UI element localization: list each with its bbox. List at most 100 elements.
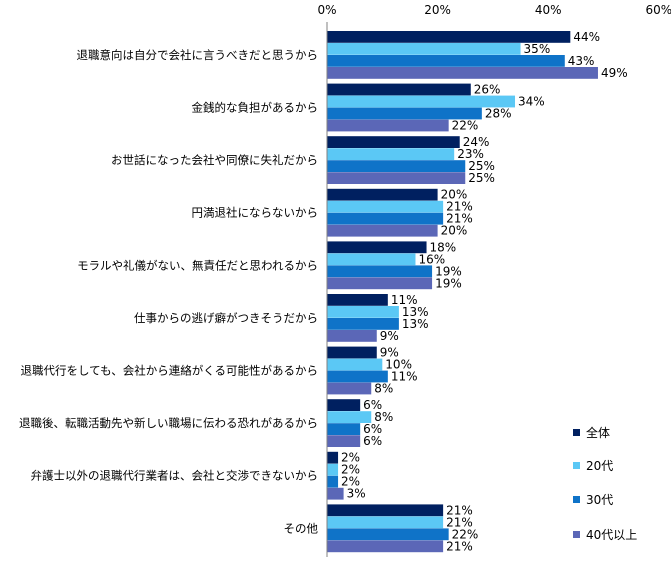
category-label: 退職後、転職活動先や新しい職場に伝わる恐れがあるから bbox=[19, 416, 318, 430]
x-axis-ticks: 0% 20% 40% 60% bbox=[317, 3, 671, 17]
x-tick-label: 40% bbox=[535, 3, 562, 17]
bar bbox=[327, 528, 449, 541]
category-label: その他 bbox=[284, 521, 319, 535]
bar bbox=[327, 358, 383, 371]
bar bbox=[327, 382, 372, 395]
category-label: 退職代行をしても、会社から連絡がくる可能性があるから bbox=[20, 364, 318, 378]
data-label: 21% bbox=[446, 212, 473, 226]
data-label: 9% bbox=[380, 346, 399, 360]
bar bbox=[327, 504, 444, 517]
legend-label: 20代 bbox=[586, 459, 613, 473]
bar bbox=[327, 370, 388, 383]
bar bbox=[327, 540, 444, 553]
bar bbox=[327, 265, 433, 278]
bar bbox=[327, 200, 444, 213]
data-label: 11% bbox=[391, 293, 418, 307]
bar bbox=[327, 411, 372, 423]
legend-label: 全体 bbox=[586, 425, 610, 440]
data-label: 8% bbox=[374, 382, 393, 396]
data-label: 16% bbox=[418, 252, 445, 266]
bar bbox=[327, 451, 339, 464]
x-tick-label: 20% bbox=[424, 3, 451, 17]
bar bbox=[327, 241, 427, 254]
x-tick-label: 0% bbox=[317, 3, 336, 17]
x-tick-label: 60% bbox=[645, 3, 671, 17]
data-label: 23% bbox=[457, 147, 484, 161]
data-label: 20% bbox=[441, 224, 468, 238]
bar bbox=[327, 330, 377, 342]
data-label: 21% bbox=[446, 503, 473, 517]
data-label: 21% bbox=[446, 515, 473, 529]
bar bbox=[327, 31, 571, 43]
category-label: 金銭的な負担があるから bbox=[192, 101, 319, 115]
data-label: 20% bbox=[441, 188, 468, 202]
data-label: 13% bbox=[402, 317, 429, 331]
legend-swatch bbox=[573, 531, 580, 538]
bar bbox=[327, 516, 444, 529]
category-label: 弁護士以外の退職代行業者は、会社と交渉できないから bbox=[31, 469, 319, 483]
data-label: 22% bbox=[452, 527, 479, 541]
bar bbox=[327, 83, 471, 96]
legend: 全体 20代 30代 40代以上 bbox=[573, 425, 637, 542]
bar bbox=[327, 277, 433, 290]
category-label: モラルや礼儀がない、無責任だと思われるから bbox=[77, 258, 318, 272]
bar bbox=[327, 55, 565, 67]
bar bbox=[327, 172, 466, 184]
data-label: 26% bbox=[474, 83, 501, 97]
data-label: 34% bbox=[518, 95, 545, 109]
bar bbox=[327, 160, 466, 172]
bars bbox=[327, 31, 598, 553]
data-labels: 44%35%43%49%26%34%28%22%24%23%25%25%20%2… bbox=[341, 30, 628, 553]
data-label: 8% bbox=[374, 410, 393, 424]
data-label: 21% bbox=[446, 200, 473, 214]
bar bbox=[327, 318, 399, 330]
data-label: 2% bbox=[341, 475, 360, 489]
bar bbox=[327, 43, 521, 55]
data-label: 21% bbox=[446, 539, 473, 553]
data-label: 18% bbox=[430, 240, 457, 254]
bar bbox=[327, 188, 438, 201]
data-label: 6% bbox=[363, 398, 382, 412]
category-label: 円満退社にならないから bbox=[192, 206, 319, 220]
bar bbox=[327, 67, 598, 79]
legend-label: 30代 bbox=[586, 493, 613, 507]
data-label: 19% bbox=[435, 276, 462, 290]
data-label: 3% bbox=[347, 487, 366, 501]
data-label: 10% bbox=[385, 358, 412, 372]
bar bbox=[327, 346, 377, 359]
bar bbox=[327, 95, 516, 108]
bar bbox=[327, 294, 388, 306]
data-label: 6% bbox=[363, 422, 382, 436]
data-label: 44% bbox=[573, 30, 600, 44]
bar bbox=[327, 148, 455, 160]
legend-swatch bbox=[573, 496, 580, 503]
legend-swatch bbox=[573, 462, 580, 469]
data-label: 9% bbox=[380, 329, 399, 343]
bar bbox=[327, 107, 482, 120]
bar bbox=[327, 435, 361, 447]
bar bbox=[327, 475, 339, 488]
data-label: 2% bbox=[341, 463, 360, 477]
data-label: 19% bbox=[435, 264, 462, 278]
data-label: 43% bbox=[568, 54, 595, 68]
data-label: 13% bbox=[402, 305, 429, 319]
data-label: 25% bbox=[468, 171, 495, 185]
bar bbox=[327, 463, 339, 476]
data-label: 11% bbox=[391, 370, 418, 384]
bar bbox=[327, 212, 444, 225]
data-label: 2% bbox=[341, 451, 360, 465]
data-label: 35% bbox=[524, 42, 551, 56]
bar bbox=[327, 136, 460, 148]
data-label: 49% bbox=[601, 66, 628, 80]
category-label: 退職意向は自分で会社に言うべきだと思うから bbox=[77, 48, 319, 62]
data-label: 6% bbox=[363, 434, 382, 448]
data-label: 28% bbox=[485, 107, 512, 121]
bar bbox=[327, 119, 449, 132]
bar bbox=[327, 399, 361, 411]
data-label: 22% bbox=[452, 119, 479, 133]
bar bbox=[327, 224, 438, 237]
category-label: 仕事からの逃げ癖がつきそうだから bbox=[134, 311, 318, 325]
category-label: お世話になった会社や同僚に失礼だから bbox=[111, 153, 318, 167]
bar bbox=[327, 487, 344, 500]
